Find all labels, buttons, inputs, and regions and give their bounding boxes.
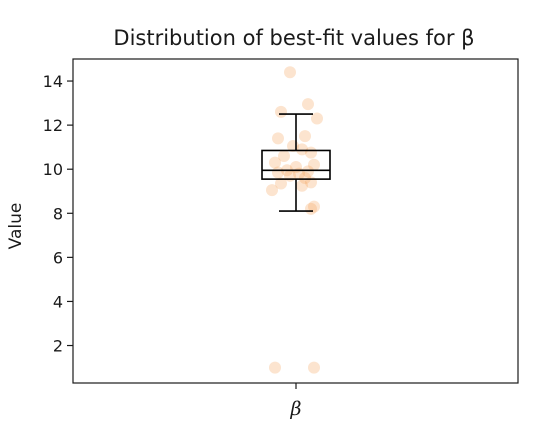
data-point-9 [278, 149, 290, 162]
x-tick-label-0: β [290, 398, 302, 420]
data-point-25 [269, 361, 281, 374]
box-iqr [261, 149, 331, 180]
data-point-1 [275, 105, 287, 118]
y-axis-label: Value [6, 203, 26, 250]
y-tick-label-6: 6 [53, 248, 63, 267]
data-point-10 [269, 156, 281, 169]
data-point-2 [302, 98, 314, 111]
y-tick-label-4: 4 [53, 292, 63, 311]
data-points [266, 66, 323, 374]
data-point-20 [275, 177, 287, 190]
data-point-0 [284, 66, 296, 79]
data-point-23 [308, 200, 320, 213]
data-point-7 [296, 143, 308, 156]
data-point-15 [272, 166, 284, 179]
box-plot [261, 113, 331, 212]
y-tick-label-14: 14 [43, 72, 63, 91]
plot-frame [72, 58, 519, 384]
data-point-8 [305, 146, 317, 159]
data-point-18 [299, 172, 311, 185]
data-point-5 [299, 130, 311, 143]
data-point-24 [305, 202, 317, 215]
chart-title: Distribution of best-fit values for β [113, 26, 474, 50]
data-point-4 [272, 132, 284, 145]
y-tick-label-8: 8 [53, 204, 63, 223]
data-point-21 [296, 179, 308, 192]
y-tick-label-10: 10 [43, 160, 63, 179]
data-point-11 [308, 158, 320, 171]
y-axis: 2 4 6 8 10 12 14 [43, 72, 73, 356]
data-point-3 [311, 112, 323, 125]
data-point-26 [308, 361, 320, 374]
data-point-14 [302, 165, 314, 178]
data-point-22 [266, 184, 278, 197]
x-axis: β [290, 383, 302, 420]
y-tick-label-12: 12 [43, 116, 63, 135]
y-tick-label-2: 2 [53, 337, 63, 356]
